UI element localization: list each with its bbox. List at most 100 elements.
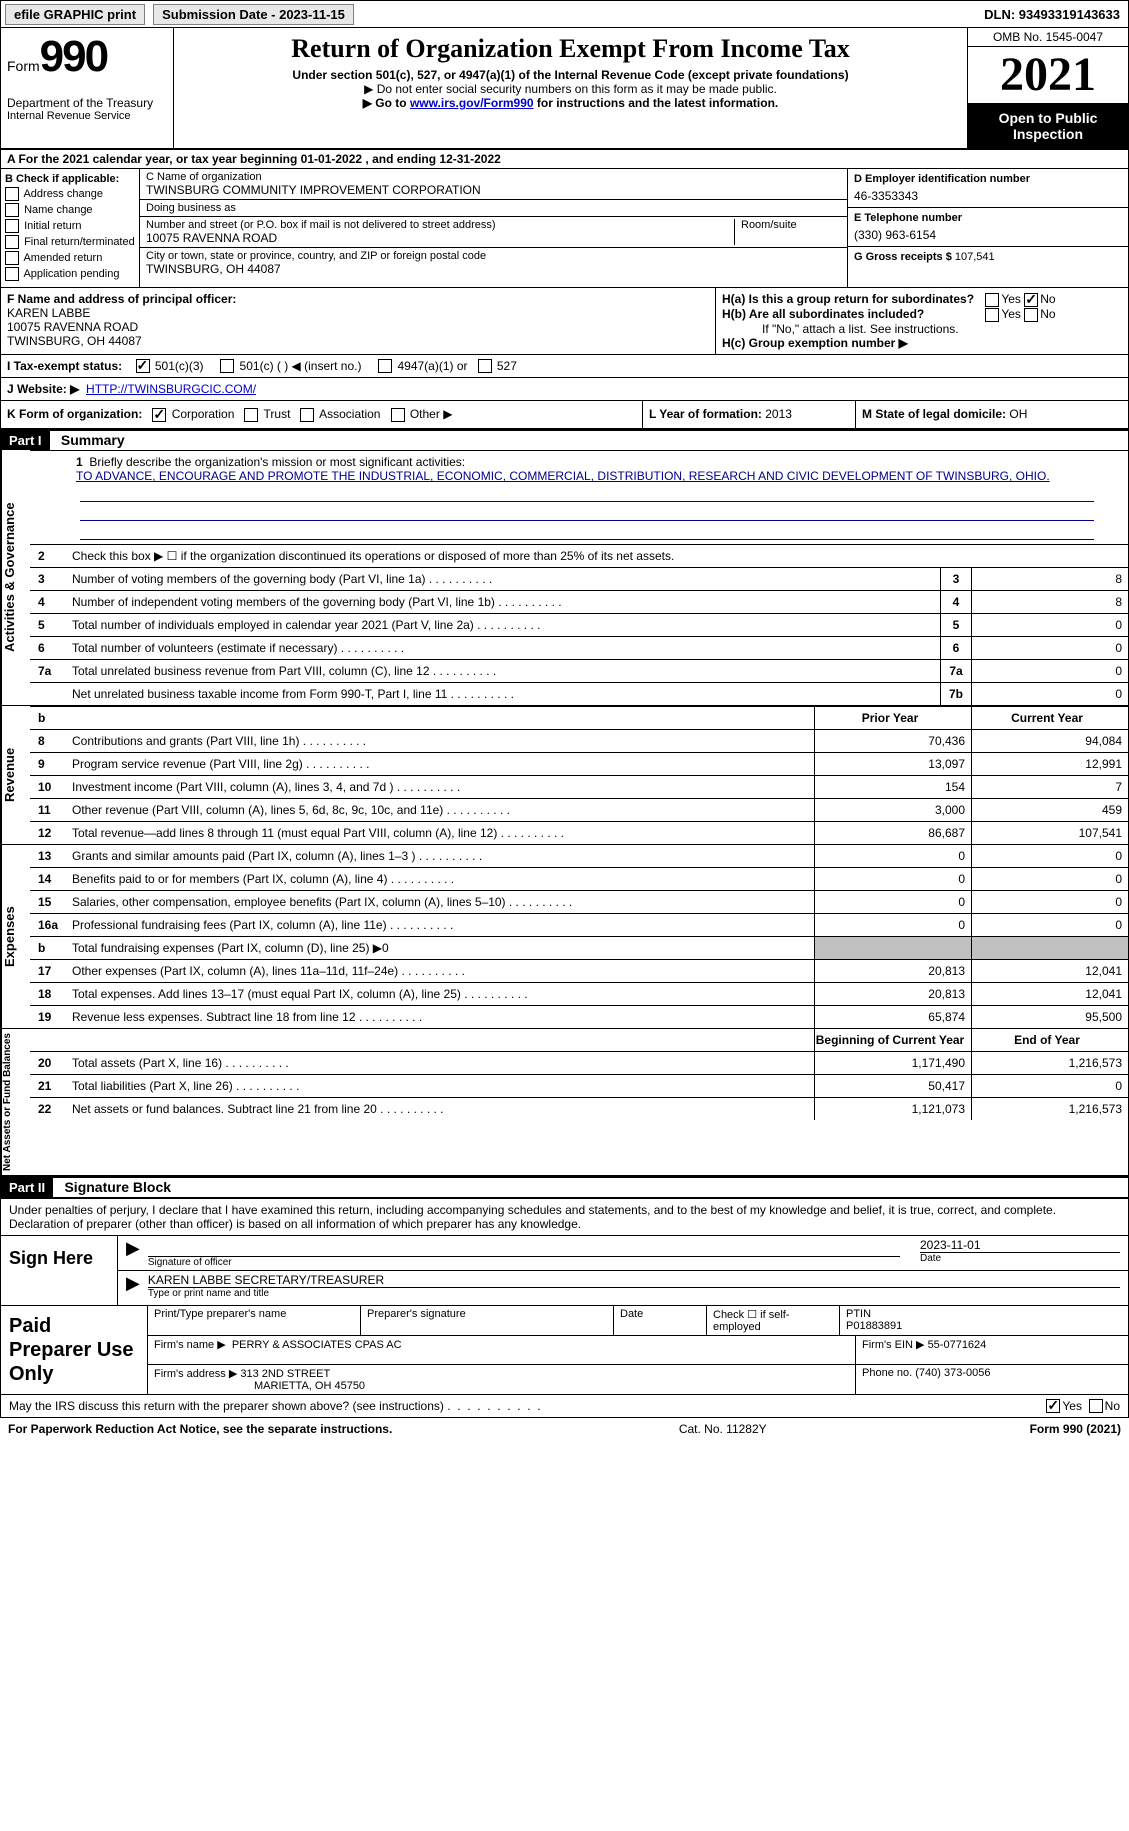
hdr-begin: Beginning of Current Year bbox=[814, 1029, 971, 1051]
i-527-checkbox[interactable] bbox=[478, 359, 492, 373]
k-corp-checkbox[interactable] bbox=[152, 408, 166, 422]
summary-line: 20Total assets (Part X, line 16) 1,171,4… bbox=[30, 1051, 1128, 1074]
signature-section: Under penalties of perjury, I declare th… bbox=[0, 1197, 1129, 1395]
discuss-yes-checkbox[interactable] bbox=[1046, 1399, 1060, 1413]
check-final-return[interactable] bbox=[5, 235, 19, 249]
ha-no-checkbox[interactable] bbox=[1024, 293, 1038, 307]
check-name-change[interactable] bbox=[5, 203, 19, 217]
check-label-1: Name change bbox=[24, 204, 93, 216]
form-note-1: ▶ Do not enter social security numbers o… bbox=[178, 82, 963, 96]
part-2-header-row: Part II Signature Block bbox=[0, 1176, 1129, 1197]
summary-line: 16aProfessional fundraising fees (Part I… bbox=[30, 913, 1128, 936]
check-application-pending[interactable] bbox=[5, 267, 19, 281]
form-label: Form bbox=[7, 58, 40, 74]
irs-link[interactable]: www.irs.gov/Form990 bbox=[410, 96, 534, 110]
form-subtitle: Under section 501(c), 527, or 4947(a)(1)… bbox=[178, 68, 963, 82]
ha-no: No bbox=[1040, 292, 1055, 306]
k-opt3: Other ▶ bbox=[410, 407, 453, 421]
ptin-label: PTIN bbox=[846, 1308, 871, 1320]
m-value: OH bbox=[1009, 407, 1027, 421]
i-opt3: 4947(a)(1) or bbox=[397, 359, 467, 373]
summary-line: 7aTotal unrelated business revenue from … bbox=[30, 659, 1128, 682]
city-label: City or town, state or province, country… bbox=[146, 250, 486, 262]
k-other-checkbox[interactable] bbox=[391, 408, 405, 422]
hb-yes: Yes bbox=[1001, 307, 1021, 321]
ein-label: D Employer identification number bbox=[854, 173, 1122, 185]
officer-addr2: TWINSBURG, OH 44087 bbox=[7, 334, 142, 348]
phone-value: (330) 963-6154 bbox=[854, 224, 1122, 242]
summary-line: 17Other expenses (Part IX, column (A), l… bbox=[30, 959, 1128, 982]
city-value: TWINSBURG, OH 44087 bbox=[146, 262, 281, 276]
section-deg: D Employer identification number 46-3353… bbox=[847, 169, 1128, 287]
k-opt2: Association bbox=[319, 407, 380, 421]
firm-addr1: 313 2ND STREET bbox=[240, 1368, 330, 1380]
check-self-label: Check ☐ if self-employed bbox=[707, 1306, 840, 1335]
i-4947-checkbox[interactable] bbox=[378, 359, 392, 373]
summary-net-assets: Net Assets or Fund Balances Beginning of… bbox=[0, 1029, 1129, 1176]
summary-line: 19Revenue less expenses. Subtract line 1… bbox=[30, 1005, 1128, 1028]
firm-addr2: MARIETTA, OH 45750 bbox=[154, 1380, 365, 1392]
part-2-badge: Part II bbox=[1, 1178, 53, 1197]
section-h: H(a) Is this a group return for subordin… bbox=[716, 288, 1128, 354]
summary-line: 9Program service revenue (Part VIII, lin… bbox=[30, 752, 1128, 775]
i-501c-checkbox[interactable] bbox=[220, 359, 234, 373]
hb-yes-checkbox[interactable] bbox=[985, 308, 999, 322]
footer-form-num: 990 bbox=[1063, 1422, 1083, 1436]
form-title: Return of Organization Exempt From Incom… bbox=[178, 34, 963, 64]
summary-line: 10Investment income (Part VIII, column (… bbox=[30, 775, 1128, 798]
ha-label: H(a) Is this a group return for subordin… bbox=[722, 292, 982, 306]
header-right: OMB No. 1545-0047 2021 Open to Public In… bbox=[967, 28, 1128, 148]
check-address-change[interactable] bbox=[5, 187, 19, 201]
sig-officer-label: Signature of officer bbox=[148, 1256, 900, 1268]
l-label: L Year of formation: bbox=[649, 407, 765, 421]
date2-label: Date bbox=[614, 1306, 707, 1335]
section-c: C Name of organization TWINSBURG COMMUNI… bbox=[140, 169, 847, 287]
discuss-yes: Yes bbox=[1062, 1399, 1082, 1413]
part-1-title: Summary bbox=[53, 432, 125, 448]
paid-preparer-section: Paid Preparer Use Only Print/Type prepar… bbox=[1, 1305, 1128, 1394]
paperwork-footer: For Paperwork Reduction Act Notice, see … bbox=[0, 1418, 1129, 1440]
check-initial-return[interactable] bbox=[5, 219, 19, 233]
section-f: F Name and address of principal officer:… bbox=[1, 288, 716, 354]
part-1-badge: Part I bbox=[1, 431, 50, 450]
k-opt1: Trust bbox=[264, 407, 291, 421]
summary-line: 5Total number of individuals employed in… bbox=[30, 613, 1128, 636]
firm-name-label: Firm's name ▶ bbox=[154, 1339, 226, 1351]
j-label: J Website: ▶ bbox=[7, 382, 79, 396]
firm-name-value: PERRY & ASSOCIATES CPAS AC bbox=[232, 1339, 402, 1351]
submission-date-badge: Submission Date - 2023-11-15 bbox=[153, 4, 354, 25]
ha-yes-checkbox[interactable] bbox=[985, 293, 999, 307]
row-klm: K Form of organization: Corporation Trus… bbox=[0, 401, 1129, 430]
k-label: K Form of organization: bbox=[7, 407, 142, 421]
discuss-label: May the IRS discuss this return with the… bbox=[9, 1399, 444, 1413]
discuss-no: No bbox=[1105, 1399, 1120, 1413]
discuss-no-checkbox[interactable] bbox=[1089, 1399, 1103, 1413]
dba-label: Doing business as bbox=[146, 202, 236, 214]
side-label-exp: Expenses bbox=[1, 845, 30, 1028]
i-501c3-checkbox[interactable] bbox=[136, 359, 150, 373]
k-assoc-checkbox[interactable] bbox=[300, 408, 314, 422]
website-link[interactable]: HTTP://TWINSBURGCIC.COM/ bbox=[86, 382, 256, 396]
officer-name: KAREN LABBE bbox=[7, 306, 90, 320]
line1-label: Briefly describe the organization's miss… bbox=[89, 455, 465, 469]
row-j: J Website: ▶ HTTP://TWINSBURGCIC.COM/ bbox=[0, 378, 1129, 401]
sign-here-label: Sign Here bbox=[1, 1236, 118, 1305]
check-label-2: Initial return bbox=[24, 220, 81, 232]
hc-label: H(c) Group exemption number ▶ bbox=[722, 336, 1122, 350]
hb-no-checkbox[interactable] bbox=[1024, 308, 1038, 322]
k-trust-checkbox[interactable] bbox=[244, 408, 258, 422]
summary-line: 21Total liabilities (Part X, line 26) 50… bbox=[30, 1074, 1128, 1097]
check-amended[interactable] bbox=[5, 251, 19, 265]
efile-print-button[interactable]: efile GRAPHIC print bbox=[5, 4, 145, 25]
row-i: I Tax-exempt status: 501(c)(3) 501(c) ( … bbox=[0, 355, 1129, 379]
f-label: F Name and address of principal officer: bbox=[7, 292, 236, 306]
row-a-begin: 01-01-2022 bbox=[301, 152, 362, 166]
line2-text: Check this box ▶ ☐ if the organization d… bbox=[68, 547, 1128, 565]
summary-line: 8Contributions and grants (Part VIII, li… bbox=[30, 729, 1128, 752]
form-header: Form990 Department of the Treasury Inter… bbox=[0, 28, 1129, 150]
row-a-tax-year: A For the 2021 calendar year, or tax yea… bbox=[0, 150, 1129, 169]
hb-label: H(b) Are all subordinates included? bbox=[722, 307, 982, 321]
dln-value: DLN: 93493319143633 bbox=[984, 7, 1128, 22]
row-a-pre: A For the 2021 calendar year, or tax yea… bbox=[7, 152, 301, 166]
omb-number: OMB No. 1545-0047 bbox=[968, 28, 1128, 47]
